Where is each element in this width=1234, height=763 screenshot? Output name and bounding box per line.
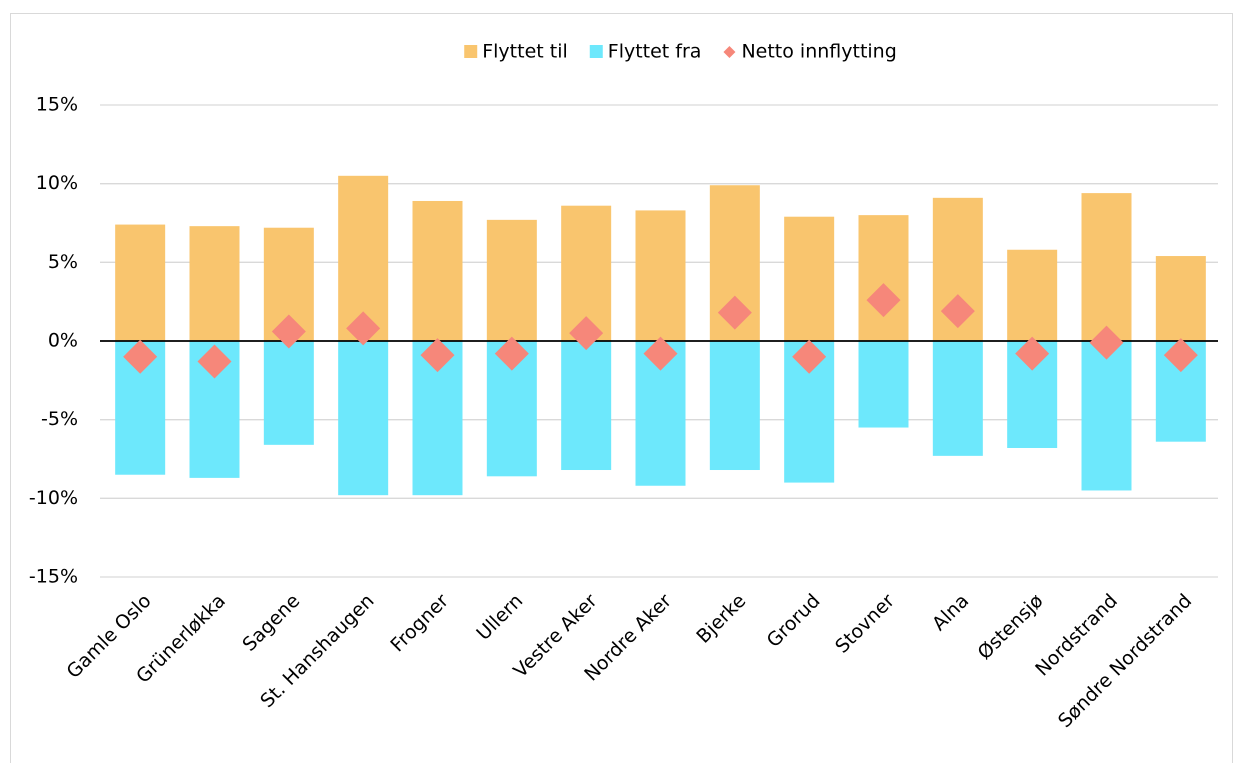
y-tick-label: -15%	[29, 566, 78, 588]
bar	[1081, 193, 1132, 341]
bar	[635, 210, 686, 341]
bar	[1007, 249, 1058, 341]
legend-label: Flyttet fra	[608, 41, 702, 63]
bar	[263, 341, 314, 445]
bar	[189, 226, 240, 341]
y-tick-label: 10%	[36, 172, 78, 194]
bar	[858, 215, 909, 341]
bar	[709, 341, 760, 471]
bar	[1155, 256, 1206, 341]
bar	[486, 219, 537, 341]
y-tick-label: 0%	[48, 330, 78, 352]
marker	[197, 344, 232, 379]
marker	[866, 283, 901, 318]
marker	[123, 339, 158, 374]
marker	[1015, 336, 1050, 371]
y-tick-label: 5%	[48, 251, 78, 273]
y-tick-label: -10%	[29, 487, 78, 509]
bar	[1081, 341, 1132, 491]
bar	[412, 200, 463, 341]
y-tick-label: 15%	[36, 94, 78, 116]
marker	[1163, 338, 1198, 373]
bar	[858, 341, 909, 428]
marker	[346, 311, 381, 346]
legend-marker	[464, 45, 478, 58]
legend-marker	[589, 45, 603, 58]
legend: Flyttet til Flyttet fra Netto innflytting	[464, 41, 897, 63]
legend-marker	[723, 46, 736, 58]
marker	[1089, 325, 1124, 360]
y-tick-label: -5%	[41, 408, 78, 430]
marker	[494, 336, 529, 371]
marker	[940, 294, 975, 329]
bar	[932, 341, 983, 456]
marker	[569, 316, 604, 351]
marker	[792, 339, 827, 374]
bar	[115, 224, 166, 341]
marker	[717, 295, 752, 330]
legend-label: Netto innflytting	[741, 41, 896, 63]
bar	[784, 216, 835, 341]
bar	[338, 341, 389, 496]
marker	[271, 314, 306, 349]
marker	[420, 338, 455, 373]
marker	[643, 336, 678, 371]
bar	[561, 341, 612, 471]
legend-label: Flyttet til	[482, 41, 568, 63]
